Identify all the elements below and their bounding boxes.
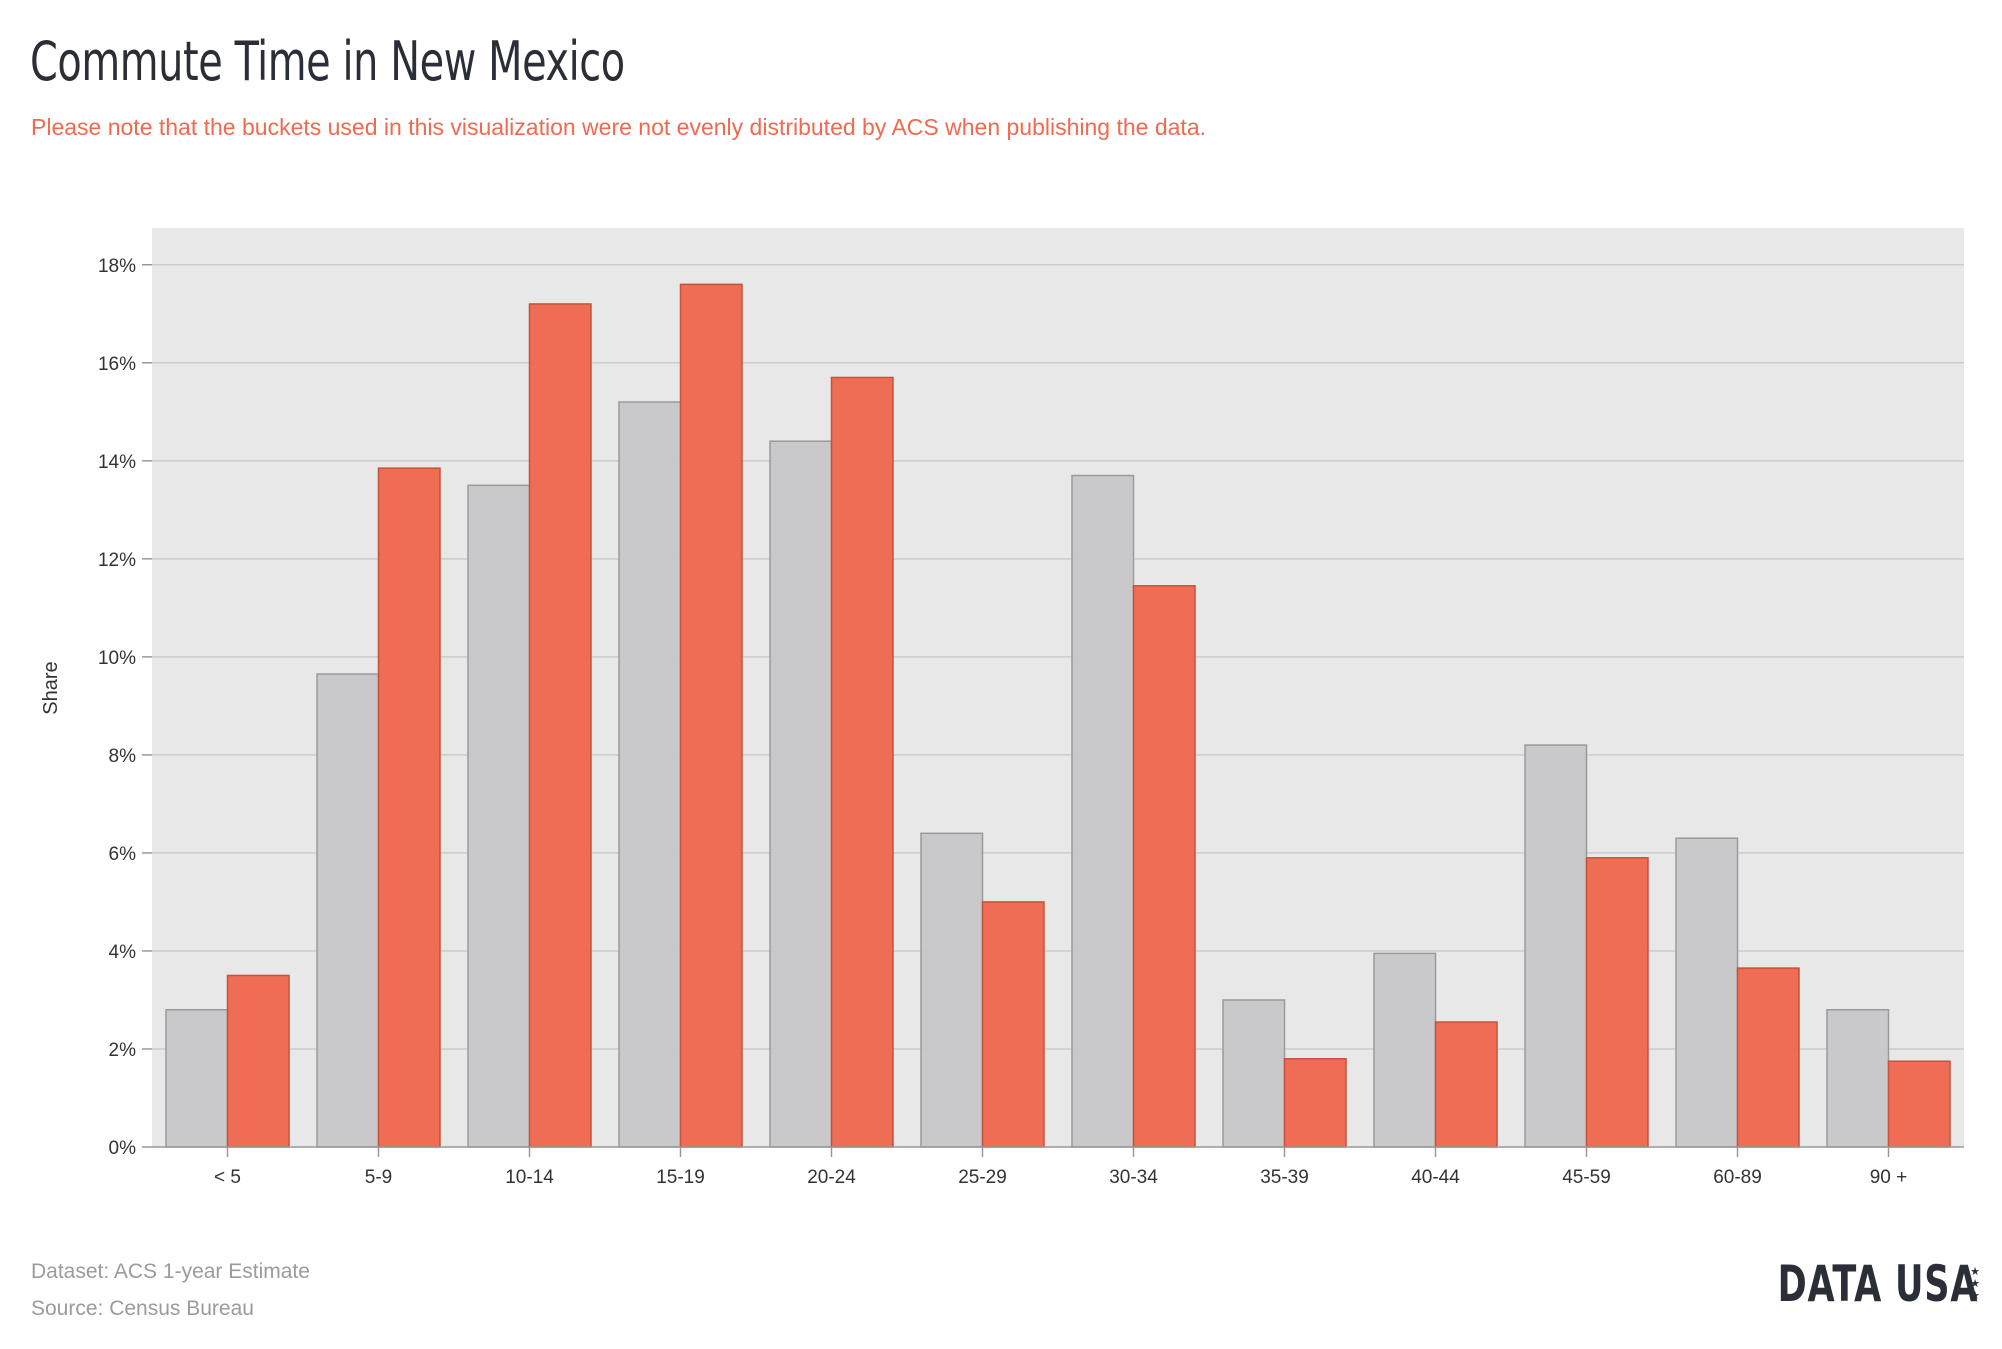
y-axis-title: Share [40, 661, 62, 714]
bar [1524, 744, 1588, 1148]
bar [1585, 857, 1649, 1148]
stars-icon: ★ ★ ★ [1970, 1266, 1980, 1302]
plot-area [152, 228, 1964, 1147]
bar [1826, 1009, 1890, 1148]
dataset-label: Dataset: ACS 1-year Estimate [31, 1260, 310, 1283]
y-tick-label: 8% [109, 746, 137, 767]
y-tick-label: 10% [98, 648, 136, 669]
bar [226, 974, 290, 1148]
x-tick-label: 90 + [1870, 1167, 1908, 1188]
x-tick-label: 15-19 [656, 1167, 705, 1188]
gridlines [152, 264, 1964, 1050]
chart-title: Commute Time in New Mexico [30, 30, 625, 93]
x-tick-label: 35-39 [1260, 1167, 1309, 1188]
bar [1283, 1058, 1347, 1148]
bars [165, 283, 1951, 1148]
bar [1132, 585, 1196, 1148]
x-tick-label: 60-89 [1713, 1167, 1762, 1188]
bar [830, 376, 894, 1148]
y-tick-label: 6% [109, 844, 137, 865]
x-tick-label: 5-9 [365, 1167, 392, 1188]
bar [316, 673, 380, 1148]
source-label: Source: Census Bureau [31, 1297, 254, 1320]
datausa-logo[interactable]: DATA USA ★ ★ ★ [1721, 1255, 1980, 1313]
bar [618, 401, 682, 1148]
y-tick-label: 4% [109, 942, 137, 963]
bar [1736, 967, 1800, 1148]
y-tick-label: 12% [98, 550, 136, 571]
x-tick-label: 20-24 [807, 1167, 856, 1188]
x-tick-label: 45-59 [1562, 1167, 1611, 1188]
y-tick-label: 16% [98, 354, 136, 375]
bar [1071, 474, 1135, 1148]
bar [1222, 999, 1286, 1148]
bar [1887, 1060, 1951, 1148]
y-tick-label: 18% [98, 256, 136, 277]
bar [377, 467, 441, 1148]
x-tick-label: < 5 [214, 1167, 241, 1188]
bar [679, 283, 743, 1148]
y-tick-label: 14% [98, 452, 136, 473]
bar [981, 901, 1045, 1148]
plot-background [152, 228, 1964, 1147]
bar [920, 832, 984, 1148]
bar [1373, 952, 1437, 1148]
x-tick-label: 25-29 [958, 1167, 1007, 1188]
x-tick-label: 40-44 [1411, 1167, 1460, 1188]
x-tick-label: 10-14 [505, 1167, 554, 1188]
bar [467, 484, 531, 1148]
logo-text: DATA USA [1777, 1255, 1979, 1313]
x-tick-label: 30-34 [1109, 1167, 1158, 1188]
y-tick-label: 0% [109, 1138, 137, 1159]
bar [1675, 837, 1739, 1148]
bar [1434, 1021, 1498, 1148]
chart-subtitle: Please note that the buckets used in thi… [31, 114, 1206, 140]
axes: 0% 2% 4% 6% 8% 10% 12% 14% 16% 18% < 5 5-9 10-14 15-1… [98, 256, 1964, 1188]
bar [528, 303, 592, 1148]
bar [165, 1009, 229, 1148]
bar [769, 440, 833, 1148]
y-tick-label: 2% [109, 1040, 137, 1061]
